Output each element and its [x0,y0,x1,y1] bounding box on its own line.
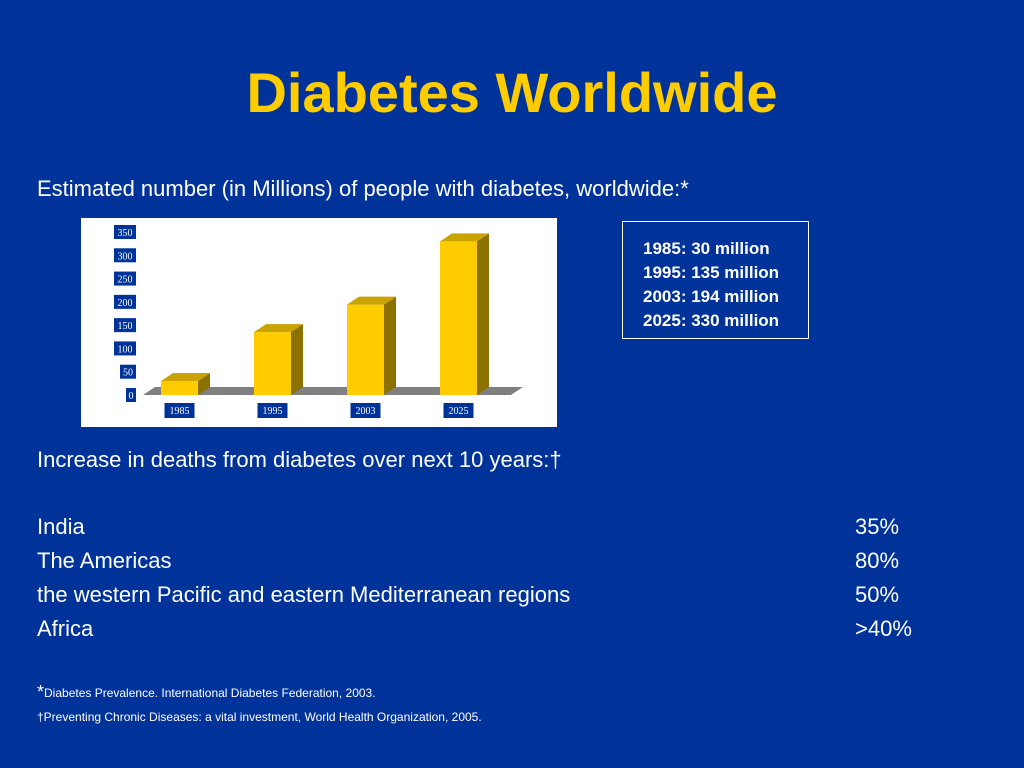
y-tick-label: 100 [118,344,133,355]
estimates-box: 1985: 30 million 1995: 135 million 2003:… [622,221,809,339]
estimate-1985: 1985: 30 million [643,239,770,258]
x-tick-box [257,403,288,418]
x-tick-box [350,403,381,418]
region-row-americas: The Americas 80% [37,544,937,578]
region-value: 80% [855,548,900,573]
estimate-2025: 2025: 330 million [643,311,780,330]
chart-panel: 0 50 100 150 200 250 300 350 1985 1995 2003 2025 [81,218,557,427]
y-tick-label: 300 [118,251,133,262]
region-row-india: India 35% [37,510,937,544]
slide-title: Diabetes Worldwide [246,61,778,124]
bar-1995 [254,332,291,395]
y-tick-box [114,294,136,309]
footnote-text: Diabetes Prevalence. International Diabe… [44,686,376,700]
region-name: the western Pacific and eastern Mediterr… [37,582,571,607]
y-tick-box [114,318,136,333]
y-tick-label: 200 [118,298,133,309]
x-tick-box [164,403,195,418]
chart-floor [143,387,523,395]
x-tick-label: 2025 [449,406,469,417]
region-value: 35% [855,514,900,539]
footnote-text: †Preventing Chronic Diseases: a vital in… [37,710,482,724]
bar-top-1995 [254,324,303,333]
y-tick-box [114,248,136,263]
y-tick-box [114,271,136,286]
estimate-1995: 1995: 135 million [643,263,780,282]
bar-side-2003 [384,296,396,395]
region-value: >40% [855,616,912,641]
bar-side-2025 [477,233,489,395]
bar-2003 [347,304,384,395]
region-row-pacific-mediterranean: the western Pacific and eastern Mediterr… [37,578,937,612]
x-tick-label: 1985 [170,406,190,417]
y-tick-box [120,364,136,379]
region-name: Africa [37,616,94,641]
y-tick-label: 50 [123,368,133,379]
region-row-africa: Africa >40% [37,612,937,646]
region-name: The Americas [37,548,172,573]
region-name: India [37,514,85,539]
bar-top-2003 [347,296,396,305]
region-value: 50% [855,582,900,607]
y-tick-label: 250 [118,275,133,286]
x-tick-label: 2003 [356,406,376,417]
bar-2025 [440,241,477,395]
bar-top-2025 [440,233,489,242]
x-tick-label: 1995 [263,406,283,417]
y-tick-label: 350 [118,228,133,239]
estimate-2003: 2003: 194 million [643,287,780,306]
bar-side-1985 [198,373,210,395]
deaths-increase-heading: Increase in deaths from diabetes over ne… [37,447,562,472]
y-tick-box [126,388,136,402]
y-tick-box [114,341,136,356]
footnote-who: †Preventing Chronic Diseases: a vital in… [37,710,482,724]
y-tick-box [114,225,136,239]
footnote-idf: *Diabetes Prevalence. International Diab… [37,682,376,704]
y-tick-label: 150 [118,321,133,332]
y-tick-label: 0 [129,391,134,402]
bar-1985 [161,381,198,395]
chart-subtitle: Estimated number (in Millions) of people… [37,176,689,201]
bar-top-1985 [161,373,210,382]
footnote-marker: * [37,682,45,702]
diabetes-bar-chart: 0 50 100 150 200 250 300 350 1985 1995 2003 2025 [114,225,523,418]
bar-side-1995 [291,324,303,395]
x-tick-box [443,403,474,418]
